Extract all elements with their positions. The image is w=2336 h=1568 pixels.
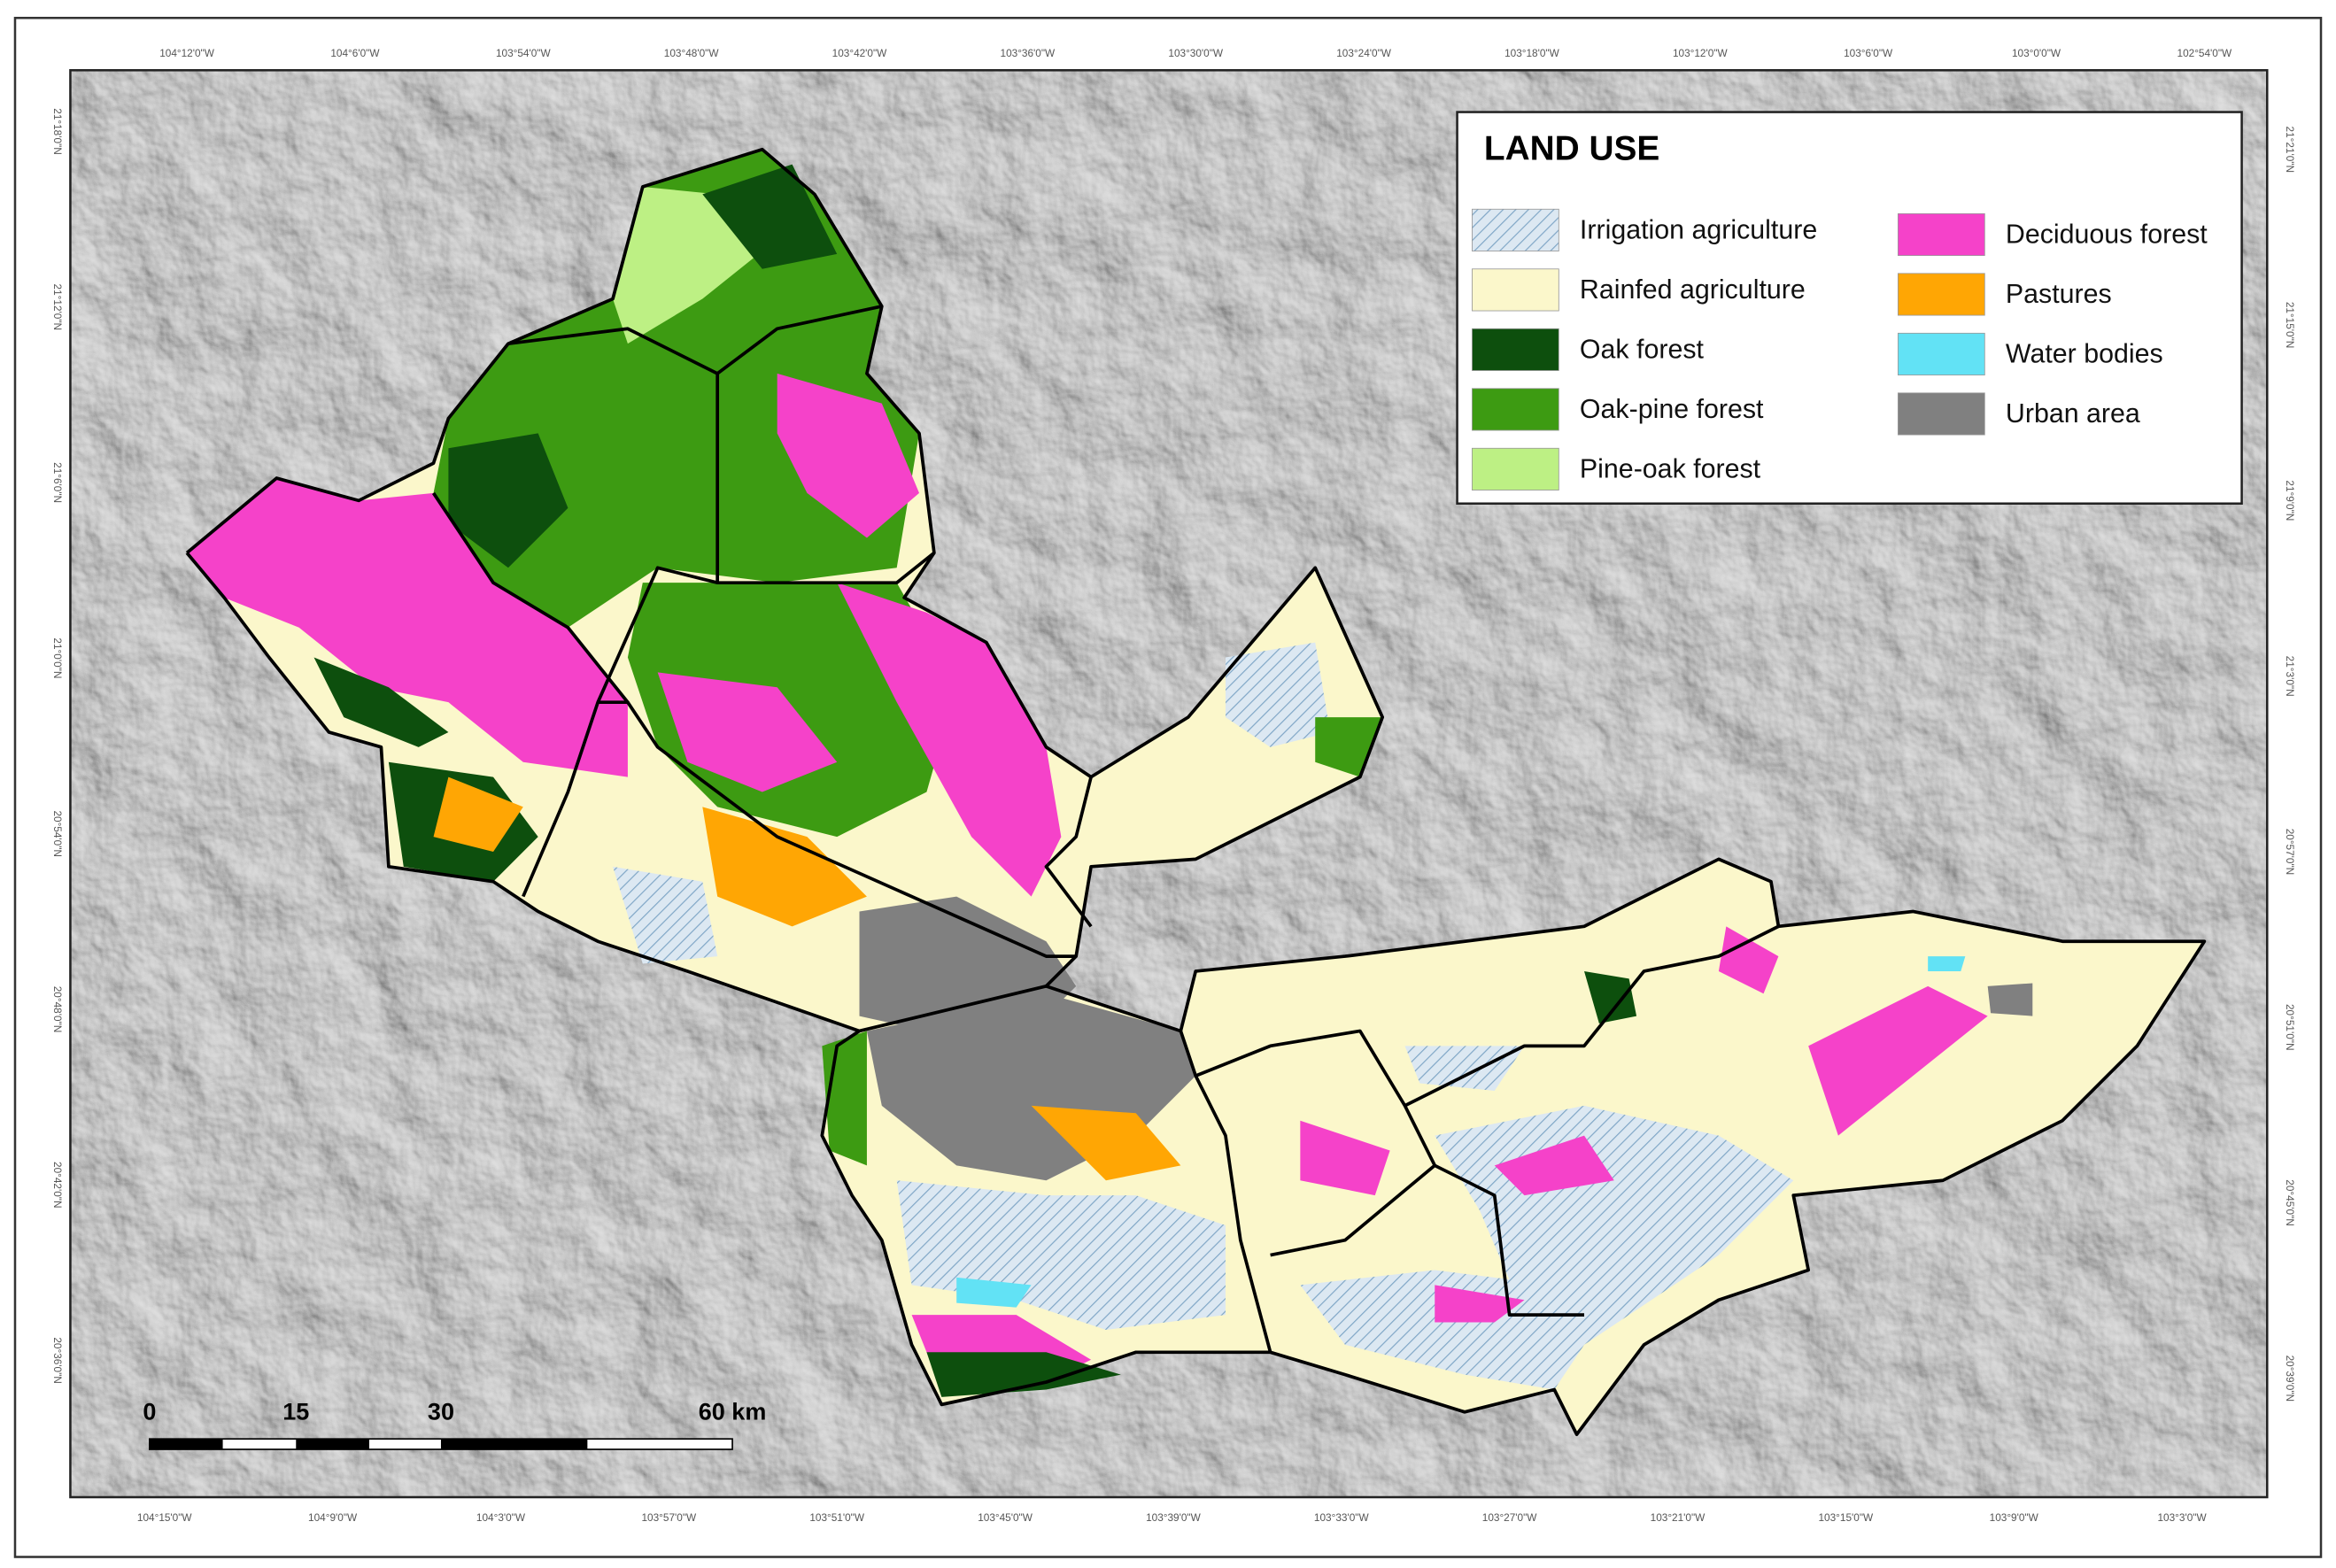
longitude-label: 103°21'0"W <box>1651 1511 1706 1524</box>
legend-swatch <box>1897 212 1985 257</box>
latitude-label: 21°18'0"N <box>51 108 64 154</box>
legend-swatch <box>1472 328 1559 371</box>
latitude-label: 20°48'0"N <box>51 986 64 1032</box>
scale-bar: 0 15 30 60 km <box>143 1399 767 1450</box>
legend-swatch <box>1897 332 1985 376</box>
longitude-label: 103°18'0"W <box>1504 47 1560 59</box>
longitude-label: 103°45'0"W <box>978 1511 1033 1524</box>
latitude-label: 20°51'0"N <box>2284 1004 2296 1050</box>
scale-label: 0 <box>143 1399 156 1425</box>
longitude-label: 104°9'0"W <box>308 1511 358 1524</box>
longitude-label: 103°42'0"W <box>832 47 888 59</box>
longitude-label: 103°27'0"W <box>1482 1511 1538 1524</box>
longitude-label: 103°54'0"W <box>496 47 552 59</box>
scale-bar-segment <box>296 1439 369 1450</box>
longitude-label: 103°12'0"W <box>1673 47 1729 59</box>
scale-label: 15 <box>282 1399 309 1425</box>
legend: LAND USE Irrigation agriculture Rainfed a… <box>1456 111 2243 505</box>
legend-label: Oak forest <box>1580 336 1705 365</box>
scale-label: 30 <box>428 1399 454 1425</box>
longitude-label: 103°36'0"W <box>1001 47 1056 59</box>
legend-label: Irrigation agriculture <box>1580 216 1817 245</box>
latitude-label: 20°39'0"N <box>2284 1356 2296 1402</box>
longitude-label: 104°6'0"W <box>330 47 380 59</box>
longitude-label: 103°6'0"W <box>1844 47 1893 59</box>
legend-swatch <box>1472 388 1559 431</box>
legend-label: Pastures <box>2006 280 2112 309</box>
longitude-label: 103°48'0"W <box>664 47 720 59</box>
scale-bar-segment <box>149 1439 223 1450</box>
legend-swatch <box>1472 447 1559 490</box>
latitude-label: 20°45'0"N <box>2284 1179 2296 1225</box>
legend-title: LAND USE <box>1484 130 1659 168</box>
latitude-label: 21°21'0"N <box>2284 127 2296 173</box>
longitude-label: 103°57'0"W <box>641 1511 697 1524</box>
scale-label: 60 km <box>699 1399 767 1425</box>
legend-label: Oak-pine forest <box>1580 395 1764 424</box>
legend-label: Water bodies <box>2006 340 2163 369</box>
legend-swatch <box>1897 392 1985 436</box>
legend-label: Deciduous forest <box>2006 220 2208 250</box>
longitude-label: 103°39'0"W <box>1146 1511 1202 1524</box>
longitude-label: 103°0'0"W <box>2012 47 2061 59</box>
latitude-label: 20°36'0"N <box>51 1337 64 1383</box>
longitude-label: 103°9'0"W <box>1990 1511 2039 1524</box>
longitude-label: 103°30'0"W <box>1168 47 1224 59</box>
longitude-label: 102°54'0"W <box>2177 47 2233 59</box>
map-frame <box>69 69 2269 1499</box>
legend-swatch <box>1472 268 1559 312</box>
longitude-label: 104°15'0"W <box>137 1511 193 1524</box>
longitude-label: 104°3'0"W <box>476 1511 526 1524</box>
legend-label: Rainfed agriculture <box>1580 275 1806 305</box>
latitude-label: 21°6'0"N <box>51 462 64 503</box>
legend-swatch <box>1897 273 1985 316</box>
latitude-label: 21°12'0"N <box>51 284 64 330</box>
longitude-label: 103°15'0"W <box>1819 1511 1875 1524</box>
latitude-label: 20°42'0"N <box>51 1162 64 1208</box>
legend-box <box>1456 111 2243 505</box>
latitude-label: 20°57'0"N <box>2284 829 2296 875</box>
latitude-label: 21°3'0"N <box>2284 656 2296 697</box>
coordinate-labels: 104°12'0"W 104°6'0"W 103°54'0"W 103°48'0"W 1… <box>51 47 2296 1524</box>
legend-label: Pine-oak forest <box>1580 455 1761 484</box>
latitude-label: 21°0'0"N <box>51 637 64 678</box>
latitude-label: 21°9'0"N <box>2284 480 2296 521</box>
legend-label: Urban area <box>2006 399 2140 429</box>
watersheds <box>185 147 2207 1436</box>
longitude-label: 103°3'0"W <box>2158 1511 2208 1524</box>
longitude-label: 103°33'0"W <box>1314 1511 1370 1524</box>
latitude-label: 20°54'0"N <box>51 810 64 856</box>
legend-swatch <box>1472 208 1559 251</box>
latitude-label: 21°15'0"N <box>2284 302 2296 348</box>
longitude-label: 103°24'0"W <box>1336 47 1392 59</box>
longitude-label: 104°12'0"W <box>159 47 215 59</box>
longitude-label: 103°51'0"W <box>809 1511 865 1524</box>
scale-bar-segment <box>440 1439 588 1450</box>
